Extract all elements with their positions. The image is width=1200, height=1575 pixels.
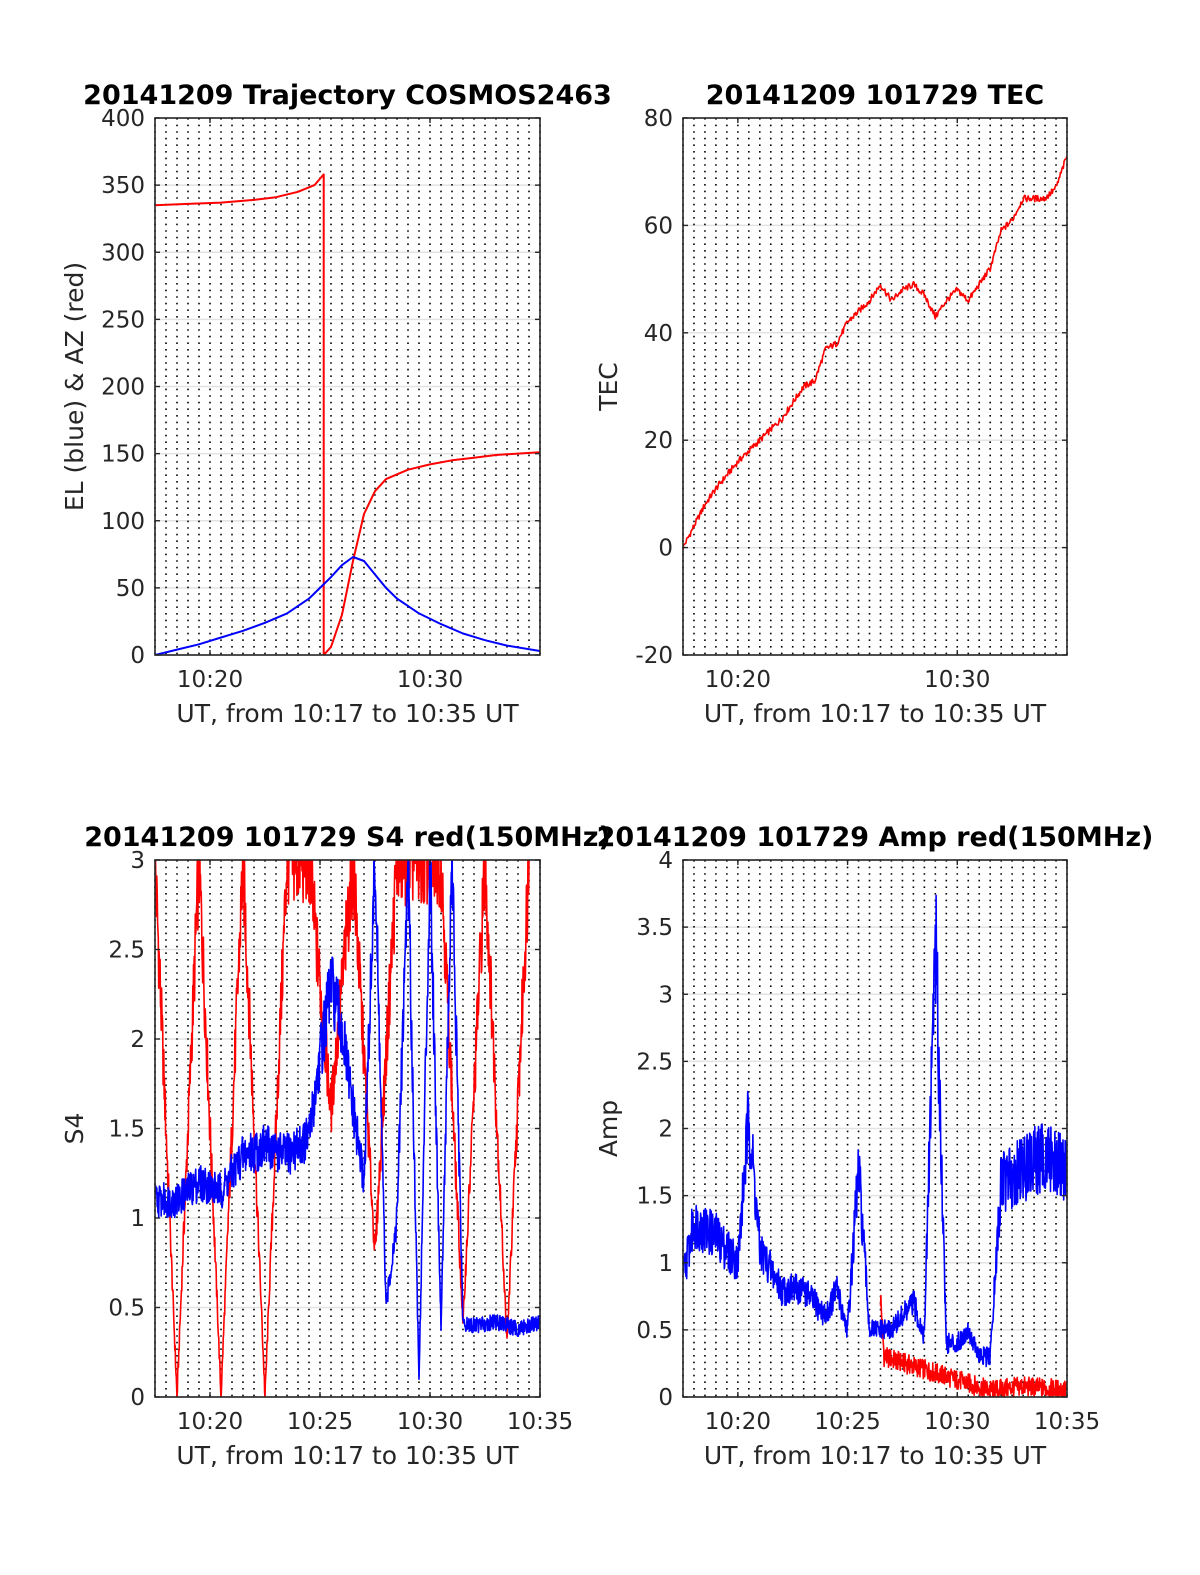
amp-xtick-label: 10:30 (924, 1409, 990, 1435)
s4-plot-area (155, 860, 540, 1397)
amp-series-red-line (879, 1294, 1067, 1397)
amp-series-blue-line (683, 894, 1067, 1368)
trajectory-series-red-line (155, 173, 540, 655)
tec-series-red-line (683, 155, 1067, 550)
tec-ylabel: TEC (594, 362, 623, 412)
trajectory-ytick-label: 350 (101, 173, 145, 199)
s4-ytick-label: 1.5 (108, 1117, 145, 1143)
amp-title: 20141209 101729 Amp red(150MHz) (597, 822, 1154, 853)
panel-s4: 0 0.5 1 1.5 2 2.5 3 10:20 10:25 10:30 10:35 2014120… (60, 822, 611, 1470)
s4-xlabel: UT, from 10:17 to 10:35 UT (176, 1441, 519, 1470)
tec-ytick-label: 20 (644, 428, 673, 454)
trajectory-xtick-label: 10:30 (397, 667, 463, 693)
tec-xlabel: UT, from 10:17 to 10:35 UT (704, 699, 1047, 728)
tec-axes-box (682, 117, 1068, 656)
amp-ytick-label: 0 (658, 1385, 673, 1411)
s4-ytick-label: 1 (130, 1206, 145, 1232)
s4-xtick-label: 10:20 (177, 1409, 243, 1435)
trajectory-ytick-label: 400 (101, 106, 145, 132)
tec-ytick-label: -20 (635, 643, 673, 669)
amp-ylabel: Amp (594, 1100, 623, 1157)
tec-title: 20141209 101729 TEC (706, 80, 1045, 111)
s4-series-red-line (155, 860, 530, 1397)
trajectory-title: 20141209 Trajectory COSMOS2463 (83, 80, 612, 111)
tec-ytick-label: 60 (644, 213, 673, 239)
s4-xtick-label: 10:30 (397, 1409, 463, 1435)
panel-tec: -20 0 20 40 60 80 10:20 10:30 20141209 101729 TE… (594, 80, 1068, 728)
s4-ytick-label: 2.5 (108, 938, 145, 964)
trajectory-ylabel: EL (blue) & AZ (red) (60, 262, 89, 511)
tec-xtick-label: 10:30 (924, 667, 990, 693)
tec-ytick-label: 40 (644, 321, 673, 347)
trajectory-ytick-label: 150 (101, 442, 145, 468)
trajectory-xlabel: UT, from 10:17 to 10:35 UT (176, 699, 519, 728)
amp-xtick-label: 10:35 (1034, 1409, 1100, 1435)
tec-xtick-label: 10:20 (705, 667, 771, 693)
tec-plot-area (683, 155, 1067, 550)
trajectory-plot-area (155, 173, 540, 655)
amp-ytick-label: 2 (658, 1117, 673, 1143)
tec-ytick-label: 0 (658, 536, 673, 562)
s4-xtick-label: 10:25 (287, 1409, 353, 1435)
amp-ytick-label: 2.5 (636, 1049, 673, 1075)
panel-amp: 0 0.5 1 1.5 2 2.5 3 3.5 4 10:20 10:25 10:30 10:35 201… (594, 822, 1153, 1470)
amp-xtick-label: 10:25 (814, 1409, 880, 1435)
trajectory-ytick-label: 200 (101, 375, 145, 401)
amp-ytick-label: 4 (658, 848, 673, 874)
amp-ytick-label: 3.5 (636, 915, 673, 941)
amp-ytick-label: 0.5 (636, 1318, 673, 1344)
s4-ytick-label: 0.5 (108, 1296, 145, 1322)
trajectory-xtick-label: 10:20 (177, 667, 243, 693)
trajectory-ytick-label: 0 (130, 643, 145, 669)
amp-ytick-label: 3 (658, 982, 673, 1008)
amp-ytick-label: 1.5 (636, 1184, 673, 1210)
amp-xlabel: UT, from 10:17 to 10:35 UT (704, 1441, 1047, 1470)
amp-plot-area (683, 894, 1067, 1397)
amp-ytick-label: 1 (658, 1251, 673, 1277)
s4-series-blue-line (155, 860, 540, 1380)
s4-ylabel: S4 (60, 1113, 89, 1145)
trajectory-series-blue-line (155, 556, 540, 655)
trajectory-ytick-label: 300 (101, 240, 145, 266)
tec-ytick-label: 80 (644, 106, 673, 132)
panel-trajectory: 0 50 100 150 200 250 300 350 400 10:20 10:30 201412… (60, 80, 612, 728)
s4-xtick-label: 10:35 (507, 1409, 573, 1435)
trajectory-ytick-label: 50 (116, 576, 145, 602)
s4-ytick-label: 0 (130, 1385, 145, 1411)
trajectory-ytick-label: 250 (101, 307, 145, 333)
trajectory-ytick-label: 100 (101, 509, 145, 535)
amp-xtick-label: 10:20 (705, 1409, 771, 1435)
s4-ytick-label: 3 (130, 848, 145, 874)
s4-title: 20141209 101729 S4 red(150MHz) (84, 822, 611, 853)
s4-ytick-label: 2 (130, 1027, 145, 1053)
